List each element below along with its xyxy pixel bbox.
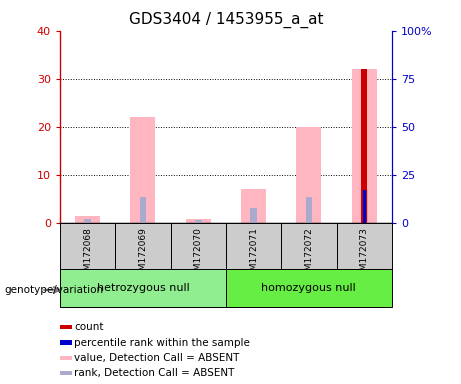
Text: genotype/variation: genotype/variation: [5, 285, 104, 295]
Text: GSM172072: GSM172072: [304, 227, 313, 282]
Text: count: count: [74, 322, 104, 332]
Bar: [60, 269, 226, 307]
Bar: [60, 356, 71, 360]
Bar: [337, 223, 392, 269]
Bar: [281, 223, 337, 269]
Bar: [186, 219, 211, 223]
Text: hetrozygous null: hetrozygous null: [96, 283, 189, 293]
Text: homozygous null: homozygous null: [261, 283, 356, 293]
Text: percentile rank within the sample: percentile rank within the sample: [74, 338, 250, 348]
Bar: [171, 223, 226, 269]
Bar: [362, 190, 366, 223]
Bar: [60, 371, 71, 375]
Text: GSM172070: GSM172070: [194, 227, 203, 282]
Text: value, Detection Call = ABSENT: value, Detection Call = ABSENT: [74, 353, 239, 363]
Text: rank, Detection Call = ABSENT: rank, Detection Call = ABSENT: [74, 368, 234, 378]
Bar: [352, 69, 377, 223]
Bar: [296, 127, 321, 223]
Bar: [306, 197, 312, 223]
Text: GSM172069: GSM172069: [138, 227, 148, 282]
Bar: [60, 223, 115, 269]
Bar: [195, 220, 201, 223]
Bar: [361, 190, 367, 223]
Title: GDS3404 / 1453955_a_at: GDS3404 / 1453955_a_at: [129, 12, 323, 28]
Bar: [250, 208, 257, 223]
Bar: [241, 189, 266, 223]
Text: GSM172068: GSM172068: [83, 227, 92, 282]
Bar: [226, 223, 281, 269]
Bar: [84, 219, 91, 223]
Bar: [226, 269, 392, 307]
Bar: [140, 197, 146, 223]
Text: GSM172071: GSM172071: [249, 227, 258, 282]
Text: GSM172073: GSM172073: [360, 227, 369, 282]
Bar: [75, 215, 100, 223]
Bar: [60, 325, 71, 329]
Bar: [115, 223, 171, 269]
Bar: [60, 341, 71, 344]
Bar: [130, 117, 155, 223]
Bar: [361, 69, 367, 223]
